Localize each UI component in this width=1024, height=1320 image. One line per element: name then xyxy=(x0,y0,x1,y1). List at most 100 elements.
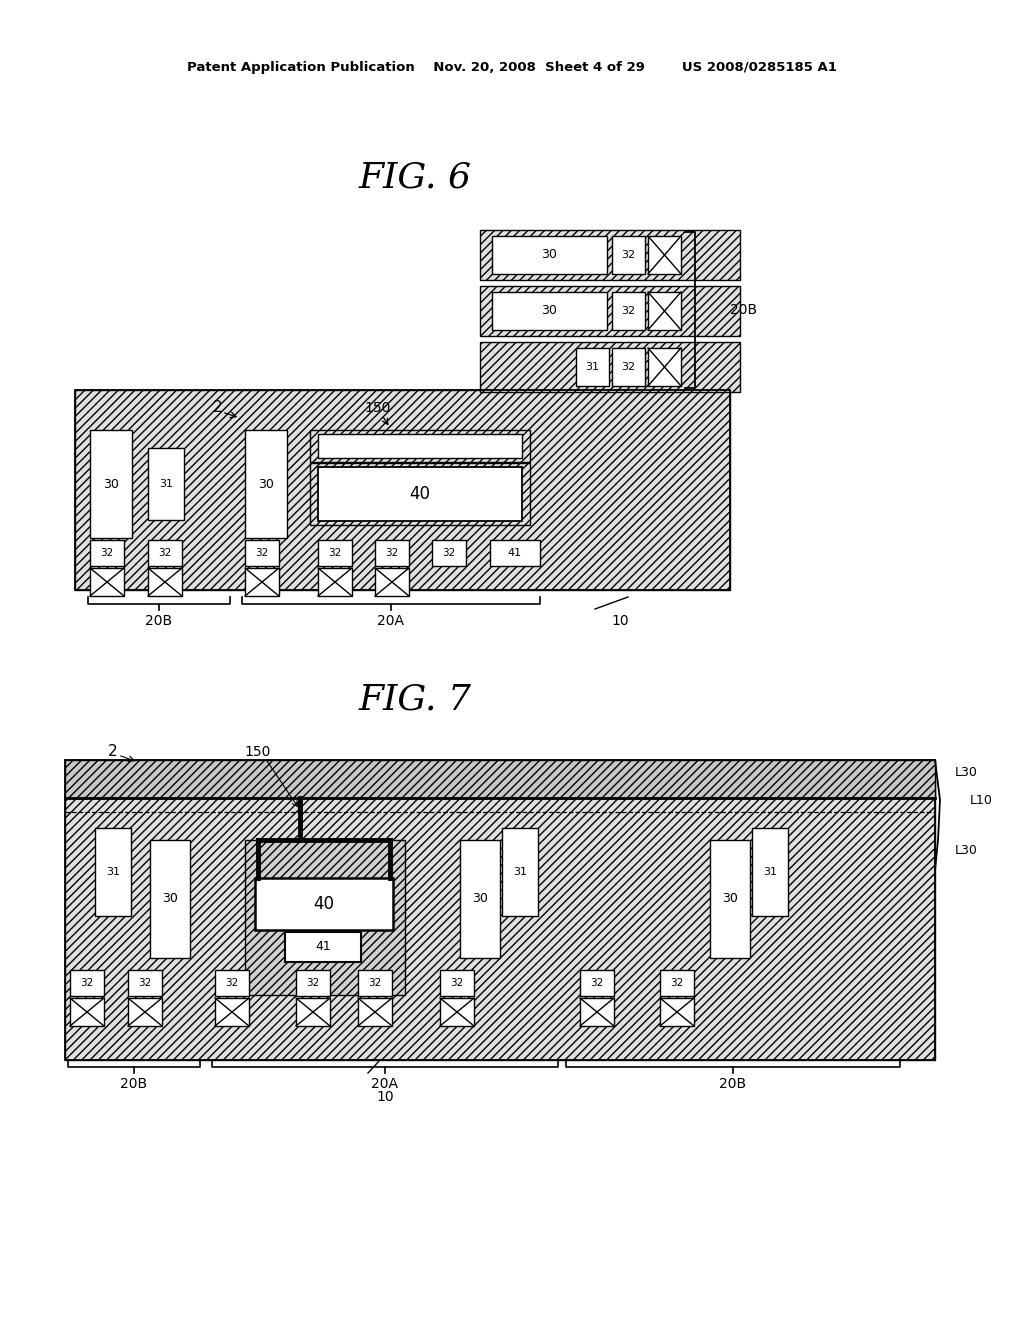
Bar xyxy=(90,540,124,566)
Text: 150: 150 xyxy=(245,744,271,759)
Bar xyxy=(460,840,500,958)
Bar xyxy=(296,998,330,1026)
Text: Patent Application Publication    Nov. 20, 2008  Sheet 4 of 29        US 2008/02: Patent Application Publication Nov. 20, … xyxy=(187,62,837,74)
Bar xyxy=(296,970,330,997)
Bar xyxy=(128,998,162,1026)
Bar xyxy=(648,292,681,330)
Text: 20A: 20A xyxy=(372,1077,398,1092)
Bar xyxy=(710,840,750,958)
Text: L30: L30 xyxy=(955,843,978,857)
Text: 32: 32 xyxy=(255,548,268,558)
Text: 40: 40 xyxy=(410,484,430,503)
Bar xyxy=(358,970,392,997)
Bar xyxy=(432,540,466,566)
Text: 32: 32 xyxy=(442,548,456,558)
Text: 31: 31 xyxy=(159,479,173,488)
Text: 30: 30 xyxy=(103,478,119,491)
Text: FIG. 6: FIG. 6 xyxy=(358,161,471,195)
Text: 30: 30 xyxy=(472,892,488,906)
Text: 30: 30 xyxy=(162,892,178,906)
Bar xyxy=(70,970,104,997)
Bar xyxy=(490,540,540,566)
Bar xyxy=(148,568,182,597)
Bar xyxy=(612,236,645,275)
Bar xyxy=(90,568,124,597)
Bar xyxy=(310,430,530,462)
Bar xyxy=(480,286,740,337)
Text: 31: 31 xyxy=(106,867,120,876)
Bar xyxy=(65,760,935,799)
Bar xyxy=(215,998,249,1026)
Bar xyxy=(492,236,607,275)
Bar xyxy=(245,840,406,995)
Bar xyxy=(480,342,740,392)
Text: 31: 31 xyxy=(763,867,777,876)
Text: 31: 31 xyxy=(513,867,527,876)
Bar xyxy=(95,828,131,916)
Bar xyxy=(318,568,352,597)
Text: FIG. 7: FIG. 7 xyxy=(358,682,471,717)
Text: 32: 32 xyxy=(138,978,152,987)
Bar xyxy=(318,467,522,521)
Bar xyxy=(660,970,694,997)
Text: 32: 32 xyxy=(369,978,382,987)
Text: 32: 32 xyxy=(329,548,342,558)
Bar xyxy=(65,760,935,1060)
Bar xyxy=(65,760,935,1060)
Text: 32: 32 xyxy=(621,306,635,315)
Bar xyxy=(612,292,645,330)
Bar xyxy=(148,540,182,566)
Bar xyxy=(215,970,249,997)
Text: 32: 32 xyxy=(159,548,172,558)
Text: 2: 2 xyxy=(109,744,118,759)
Bar xyxy=(245,540,279,566)
Text: 10: 10 xyxy=(611,614,629,628)
Text: 20B: 20B xyxy=(121,1077,147,1092)
Text: 30: 30 xyxy=(541,248,557,261)
Text: 31: 31 xyxy=(585,362,599,372)
Bar xyxy=(128,970,162,997)
Bar xyxy=(70,998,104,1026)
Bar xyxy=(318,434,522,458)
Bar xyxy=(440,998,474,1026)
Bar xyxy=(358,998,392,1026)
Text: 32: 32 xyxy=(591,978,603,987)
Bar xyxy=(255,878,393,931)
Bar xyxy=(660,998,694,1026)
Text: L10: L10 xyxy=(970,793,993,807)
Bar xyxy=(480,230,740,280)
Bar xyxy=(75,389,730,590)
Bar xyxy=(648,236,681,275)
Text: 30: 30 xyxy=(722,892,738,906)
Text: 20A: 20A xyxy=(378,614,404,628)
Bar xyxy=(580,970,614,997)
Bar xyxy=(150,840,190,958)
Text: 32: 32 xyxy=(671,978,684,987)
Text: 30: 30 xyxy=(541,305,557,318)
Text: 41: 41 xyxy=(508,548,522,558)
Text: 32: 32 xyxy=(306,978,319,987)
Text: 10: 10 xyxy=(376,1090,394,1104)
Bar xyxy=(285,932,361,962)
Text: 32: 32 xyxy=(225,978,239,987)
Bar xyxy=(502,828,538,916)
Bar xyxy=(375,568,409,597)
Bar xyxy=(90,430,132,539)
Bar xyxy=(612,348,645,385)
Bar xyxy=(648,348,681,385)
Text: L30: L30 xyxy=(955,767,978,780)
Text: 32: 32 xyxy=(621,249,635,260)
Bar xyxy=(245,430,287,539)
Bar xyxy=(148,447,184,520)
Bar xyxy=(575,348,609,385)
Bar xyxy=(310,463,530,525)
Text: 40: 40 xyxy=(313,895,335,913)
Text: 32: 32 xyxy=(100,548,114,558)
Text: 32: 32 xyxy=(451,978,464,987)
Text: 32: 32 xyxy=(80,978,93,987)
Text: 32: 32 xyxy=(621,362,635,372)
Bar xyxy=(318,540,352,566)
Text: 20B: 20B xyxy=(720,1077,746,1092)
Text: 30: 30 xyxy=(258,478,274,491)
Text: 41: 41 xyxy=(315,940,331,953)
